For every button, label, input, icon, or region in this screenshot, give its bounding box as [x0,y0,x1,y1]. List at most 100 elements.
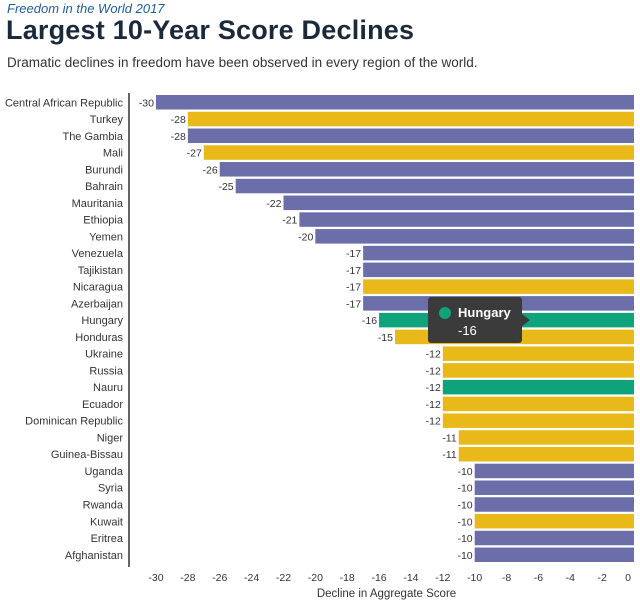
data-label: -10 [457,483,472,495]
bar-burundi [219,162,634,177]
x-tick-label: -8 [502,572,511,584]
category-label: Rwanda [83,499,124,511]
category-label: Turkey [90,114,124,126]
x-tick-label: -18 [340,572,355,584]
x-tick-label: -16 [371,572,386,584]
data-label: -10 [457,550,472,562]
category-label: Russia [89,365,124,377]
category-label: Burundi [85,164,123,176]
bar-niger [458,430,634,445]
category-label: Ethiopia [83,215,124,227]
data-label: -12 [426,416,441,428]
category-label: Kuwait [90,516,123,528]
tooltip-series-dot [439,307,451,319]
tooltip-category: Hungary [458,305,511,320]
x-tick-label: -28 [180,572,195,584]
category-label: The Gambia [62,131,123,143]
category-label: Honduras [75,332,123,344]
bar-uganda [474,463,634,479]
category-label: Hungary [81,315,123,327]
category-label: Azerbaijan [71,298,123,310]
data-label: -30 [139,97,154,109]
category-label: Eritrea [91,533,124,545]
x-tick-label: -24 [244,572,259,584]
data-label: -28 [171,114,186,126]
bar-russia [442,363,634,378]
bar-eritrea [474,530,634,546]
data-label: -21 [282,215,297,227]
data-label: -10 [457,533,472,545]
x-tick-label: -20 [308,572,323,584]
bar-yemen [315,229,634,244]
tooltip-value: -16 [458,323,477,338]
x-tick-label: -6 [534,572,543,584]
category-label: Mali [103,148,123,160]
data-label: -17 [346,265,361,277]
data-label: -10 [457,499,472,511]
data-label: -17 [346,248,361,260]
data-label: -26 [203,164,218,176]
bar-ethiopia [299,212,634,227]
data-label: -15 [378,332,393,344]
chart-subtitle: Dramatic declines in freedom have been o… [7,55,478,70]
category-label: Central African Republic [5,97,124,109]
category-label: Afghanistan [65,550,123,562]
data-label: -28 [171,131,186,143]
bar-guinea-bissau [458,446,634,462]
category-label: Yemen [89,231,123,243]
data-label: -17 [346,282,361,294]
bar-venezuela [363,245,634,261]
bar-the-gambia [187,128,634,144]
bar-ecuador [442,396,634,412]
data-label: -25 [218,181,233,193]
data-label: -10 [457,516,472,528]
data-label: -11 [442,432,457,444]
hover-tooltip: Hungary -16 [428,297,522,343]
x-axis-label: Decline in Aggregate Score [317,588,456,600]
data-label: -12 [426,382,441,394]
bar-kuwait [474,514,634,529]
x-tick-label: -14 [403,572,418,584]
tooltip-pointer [522,314,530,327]
bar-ukraine [442,346,634,361]
category-label: Nauru [93,382,123,394]
category-label: Mauritania [72,198,124,210]
data-label: -10 [457,466,472,478]
data-label: -11 [442,449,457,461]
category-label: Ukraine [85,349,123,361]
bar-syria [474,480,634,495]
bar-central-african-republic [156,95,634,110]
data-label: -22 [266,198,281,210]
data-label: -12 [426,399,441,411]
x-tick-label: -26 [212,572,227,584]
x-tick-label: 0 [625,572,631,584]
bar-turkey [187,111,634,127]
x-tick-label: -30 [148,572,163,584]
category-label: Syria [98,483,124,495]
data-label: -20 [298,231,313,243]
data-label: -17 [346,298,361,310]
category-label: Venezuela [72,248,124,260]
bar-bahrain [235,178,634,194]
bar-nauru [442,379,634,395]
x-tick-label: -12 [435,572,450,584]
data-label: -12 [426,349,441,361]
category-label: Tajikistan [78,265,123,277]
category-label: Nicaragua [73,282,124,294]
bar-tajikistan [363,262,634,278]
chart-title: Largest 10-Year Score Declines [6,15,415,45]
x-tick-label: -10 [467,572,482,584]
bar-nicaragua [363,279,634,294]
category-label: Uganda [84,466,123,478]
bar-mali [203,145,635,160]
x-tick-label: -2 [597,572,606,584]
x-tick-label: -22 [276,572,291,584]
bar-mauritania [283,195,634,211]
category-label: Ecuador [82,399,123,411]
category-label: Bahrain [85,181,123,193]
category-label: Dominican Republic [25,416,123,428]
data-label: -27 [187,148,202,160]
bar-afghanistan [474,547,634,563]
data-label: -16 [362,315,377,327]
